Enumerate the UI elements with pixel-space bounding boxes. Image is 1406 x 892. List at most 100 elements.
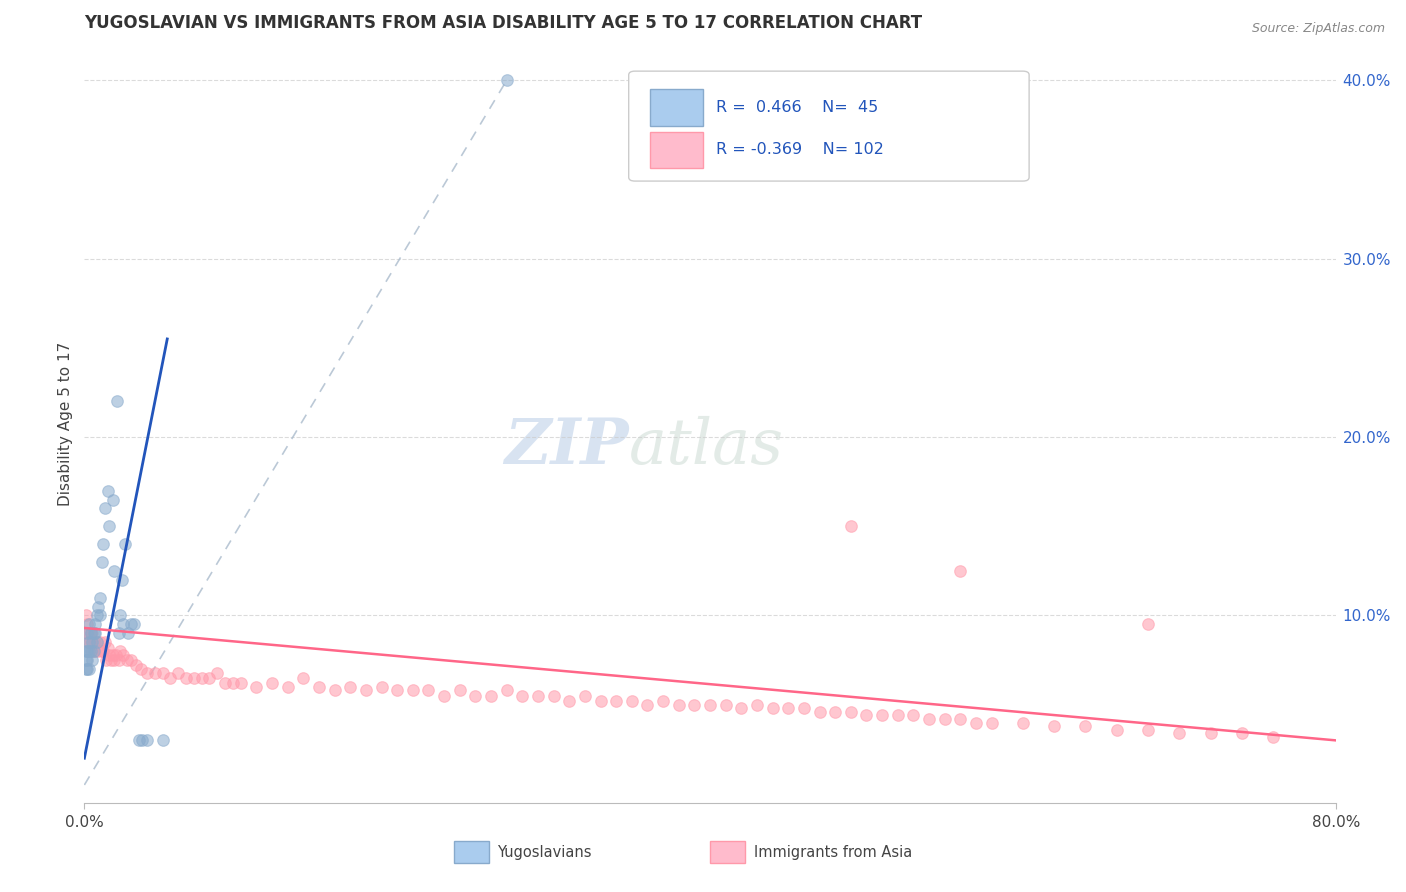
Point bbox=[76, 653, 98, 667]
Point bbox=[104, 648, 127, 662]
Point bbox=[124, 617, 146, 632]
Point bbox=[683, 698, 706, 712]
Text: R = -0.369    N= 102: R = -0.369 N= 102 bbox=[716, 143, 884, 158]
Point bbox=[745, 698, 768, 712]
Point bbox=[637, 698, 659, 712]
Point bbox=[167, 665, 190, 680]
Point bbox=[699, 698, 721, 712]
Point bbox=[152, 665, 174, 680]
Point bbox=[89, 635, 111, 649]
Point bbox=[128, 733, 150, 747]
Point bbox=[808, 705, 831, 719]
Point bbox=[82, 626, 104, 640]
Point bbox=[152, 733, 174, 747]
FancyBboxPatch shape bbox=[650, 132, 703, 169]
Point bbox=[1199, 726, 1222, 740]
Point bbox=[778, 701, 800, 715]
Point bbox=[229, 676, 252, 690]
Point bbox=[84, 626, 107, 640]
Point bbox=[76, 626, 98, 640]
Point bbox=[77, 662, 100, 676]
Point bbox=[77, 635, 100, 649]
Point bbox=[101, 648, 124, 662]
Text: R =  0.466    N=  45: R = 0.466 N= 45 bbox=[716, 100, 879, 115]
Point bbox=[76, 635, 98, 649]
Point bbox=[79, 635, 101, 649]
Point bbox=[77, 617, 100, 632]
Y-axis label: Disability Age 5 to 17: Disability Age 5 to 17 bbox=[58, 342, 73, 506]
Point bbox=[76, 644, 98, 658]
Point bbox=[77, 626, 100, 640]
Point bbox=[115, 653, 138, 667]
Point bbox=[308, 680, 330, 694]
Point bbox=[87, 599, 110, 614]
Point bbox=[668, 698, 690, 712]
Point bbox=[1074, 719, 1097, 733]
Point bbox=[207, 665, 229, 680]
Point bbox=[464, 689, 486, 703]
Point bbox=[449, 683, 471, 698]
Point bbox=[714, 698, 737, 712]
Point bbox=[527, 689, 550, 703]
Point bbox=[292, 671, 315, 685]
Point bbox=[589, 694, 612, 708]
Point bbox=[83, 644, 105, 658]
Point bbox=[433, 689, 456, 703]
Point bbox=[495, 73, 517, 87]
Point bbox=[980, 715, 1002, 730]
Point bbox=[824, 705, 846, 719]
Point bbox=[77, 635, 100, 649]
Point bbox=[839, 705, 862, 719]
Point bbox=[903, 708, 925, 723]
Point bbox=[75, 653, 97, 667]
Point bbox=[652, 694, 675, 708]
Point bbox=[190, 671, 212, 685]
Point bbox=[479, 689, 502, 703]
Point bbox=[98, 648, 121, 662]
Point bbox=[339, 680, 361, 694]
Point bbox=[117, 626, 139, 640]
Point bbox=[174, 671, 197, 685]
Point bbox=[79, 644, 101, 658]
Text: Source: ZipAtlas.com: Source: ZipAtlas.com bbox=[1251, 22, 1385, 36]
Point bbox=[79, 626, 101, 640]
Point bbox=[105, 394, 128, 409]
Point bbox=[103, 653, 125, 667]
Point bbox=[620, 694, 643, 708]
Text: YUGOSLAVIAN VS IMMIGRANTS FROM ASIA DISABILITY AGE 5 TO 17 CORRELATION CHART: YUGOSLAVIAN VS IMMIGRANTS FROM ASIA DISA… bbox=[84, 14, 922, 32]
Point bbox=[75, 644, 97, 658]
Point bbox=[934, 712, 956, 726]
Point bbox=[1263, 730, 1285, 744]
Point bbox=[100, 653, 122, 667]
Point bbox=[370, 680, 392, 694]
Point bbox=[558, 694, 581, 708]
Point bbox=[86, 635, 108, 649]
Point bbox=[1136, 723, 1159, 737]
Point bbox=[82, 653, 104, 667]
Point bbox=[82, 635, 104, 649]
Point bbox=[86, 608, 108, 623]
Point bbox=[89, 608, 111, 623]
Point bbox=[93, 501, 115, 516]
Point bbox=[1043, 719, 1066, 733]
Point bbox=[91, 537, 114, 551]
Point bbox=[107, 653, 129, 667]
Text: Yugoslavians: Yugoslavians bbox=[498, 845, 592, 860]
Point bbox=[97, 483, 120, 498]
Point bbox=[98, 519, 121, 533]
Point bbox=[143, 665, 166, 680]
Point bbox=[222, 676, 245, 690]
Point bbox=[111, 573, 134, 587]
Point bbox=[114, 537, 136, 551]
Point bbox=[101, 492, 124, 507]
FancyBboxPatch shape bbox=[454, 840, 488, 863]
Point bbox=[90, 644, 112, 658]
Point bbox=[495, 683, 517, 698]
Point bbox=[245, 680, 267, 694]
Text: atlas: atlas bbox=[628, 416, 783, 477]
Point bbox=[949, 712, 972, 726]
Point bbox=[79, 626, 101, 640]
Point bbox=[76, 617, 98, 632]
Point bbox=[75, 662, 97, 676]
Point bbox=[76, 662, 98, 676]
